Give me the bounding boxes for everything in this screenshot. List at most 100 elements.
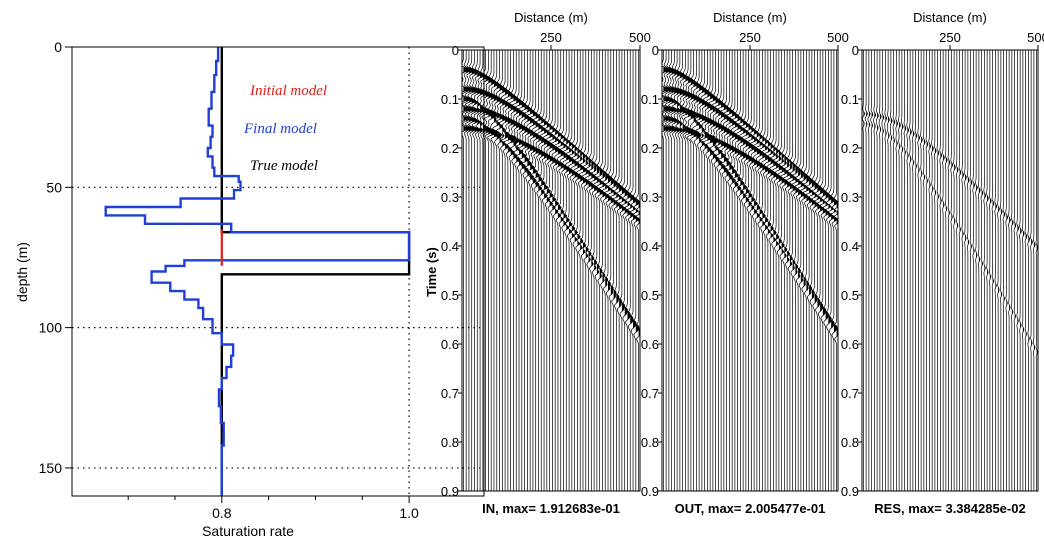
seismic-trace: [595, 50, 605, 491]
seismogram-y-tick-label: 0: [452, 43, 459, 58]
seismic-trace: [502, 50, 517, 491]
seismic-trace: [1030, 50, 1033, 491]
seismic-trace: [484, 50, 498, 491]
seismogram-res-title: RES, max= 3.384285e-02: [874, 501, 1025, 516]
seismic-trace: [875, 50, 879, 491]
seismic-trace-fill: [770, 50, 775, 491]
seismic-trace-fill: [549, 50, 555, 491]
seismic-trace-fill: [787, 50, 792, 491]
seismic-trace: [500, 50, 511, 491]
seismic-trace: [492, 50, 502, 491]
seismic-trace-fill: [610, 50, 615, 491]
seismogram-y-tick-label: 0.8: [441, 435, 459, 450]
seismic-trace-fill: [748, 50, 754, 491]
seismogram-y-tick-label: 0.9: [841, 484, 859, 499]
seismic-trace: [780, 50, 789, 491]
seismic-trace-fill: [510, 50, 519, 491]
seismic-trace: [584, 50, 594, 491]
seismic-trace: [713, 50, 724, 491]
seismic-trace-fill: [798, 50, 803, 491]
seismogram-panel-res: 0 0.1 0.2 0.3 0.4 0.5 0.6 0.7 0.8 0.9 250 500 Dista…: [841, 10, 1044, 516]
seismic-trace-fill: [507, 50, 516, 491]
seismic-trace: [736, 50, 746, 491]
seismic-trace: [799, 50, 808, 491]
seismic-trace: [966, 50, 970, 491]
seismic-trace: [664, 50, 674, 491]
saturation-legend: Initial model Final model True model: [243, 83, 327, 174]
seismogram-y-tick-label: 0.7: [641, 386, 659, 401]
seismic-trace: [573, 50, 582, 491]
seismic-trace-fill: [674, 50, 679, 491]
seismic-trace: [567, 50, 577, 491]
seismic-trace: [547, 50, 558, 491]
seismic-trace: [909, 50, 912, 491]
seismic-trace: [813, 50, 822, 491]
seismic-trace-fill: [759, 50, 764, 491]
seismic-trace-fill: [546, 50, 552, 491]
saturation-y-tick-label: 0: [54, 39, 62, 55]
seismic-trace: [763, 50, 773, 491]
seismic-trace: [772, 50, 781, 491]
seismic-trace: [928, 50, 931, 491]
seismogram-y-tick-label: 0.1: [841, 92, 859, 107]
seismic-trace: [609, 50, 618, 491]
seismic-trace-fill: [910, 50, 912, 491]
seismogram-y-tick-label: 0.4: [641, 239, 659, 254]
seismic-trace: [925, 50, 929, 491]
seismic-trace-fill: [831, 50, 835, 491]
seismic-trace-fill: [557, 50, 563, 491]
seismogram-in-x-axis-label: Distance (m): [514, 10, 588, 25]
seismogram-y-tick-label: 0.7: [441, 386, 459, 401]
seismic-trace: [788, 50, 798, 491]
seismic-trace-fill: [633, 50, 637, 491]
seismogram-trace-group: [462, 50, 640, 491]
seismic-trace: [944, 50, 948, 491]
seismic-trace: [476, 50, 485, 491]
seismic-trace: [662, 50, 672, 491]
saturation-x-tick-label: 0.8: [212, 505, 232, 521]
seismic-trace: [878, 50, 882, 491]
seismic-trace: [785, 50, 795, 491]
seismic-trace: [695, 50, 705, 491]
seismic-trace: [517, 50, 527, 491]
seismic-trace: [947, 50, 951, 491]
seismic-trace: [1019, 50, 1022, 491]
seismic-trace-fill: [541, 50, 546, 491]
seismic-trace-fill: [707, 50, 716, 491]
seismic-trace: [692, 50, 702, 491]
seismic-trace: [977, 50, 981, 491]
seismic-trace: [766, 50, 776, 491]
seismogram-in-axes: 0 0.1 0.2 0.3 0.4 0.5 0.6 0.7 0.8 0.9 250 500: [441, 30, 651, 499]
seismic-trace: [623, 50, 632, 491]
seismic-trace: [889, 50, 893, 491]
seismic-trace: [810, 50, 819, 491]
seismogram-y-tick-label: 0.1: [641, 92, 659, 107]
seismogram-y-tick-label: 0.3: [641, 190, 659, 205]
true-model-line: [220, 47, 411, 496]
seismic-trace: [757, 50, 768, 491]
seismic-trace: [498, 50, 508, 491]
seismic-trace: [1021, 50, 1025, 491]
seismic-trace: [725, 50, 735, 491]
seismic-trace-fill: [566, 50, 571, 491]
seismic-trace-fill: [679, 50, 685, 491]
seismogram-y-tick-label: 0: [652, 43, 659, 58]
seismic-trace-fill: [710, 50, 718, 491]
seismic-trace: [479, 50, 490, 491]
seismogram-x-tick-label: 500: [827, 30, 849, 45]
seismic-trace: [1005, 50, 1008, 491]
seismic-trace: [673, 50, 683, 491]
seismic-trace: [964, 50, 967, 491]
seismogram-x-tick-label: 250: [939, 30, 961, 45]
seismic-trace-fill: [585, 50, 590, 491]
seismic-trace: [700, 50, 710, 491]
seismogram-res-axes: 0 0.1 0.2 0.3 0.4 0.5 0.6 0.7 0.8 0.9 250 500: [841, 30, 1044, 499]
seismic-trace: [719, 50, 730, 491]
seismic-trace: [942, 50, 945, 491]
seismic-trace: [525, 50, 536, 491]
seismic-trace-fill: [704, 50, 710, 491]
seismic-trace-fill: [806, 50, 811, 491]
seismic-trace: [986, 50, 989, 491]
seismogram-y-tick-label: 0.1: [441, 92, 459, 107]
seismogram-y-tick-label: 0.6: [641, 337, 659, 352]
